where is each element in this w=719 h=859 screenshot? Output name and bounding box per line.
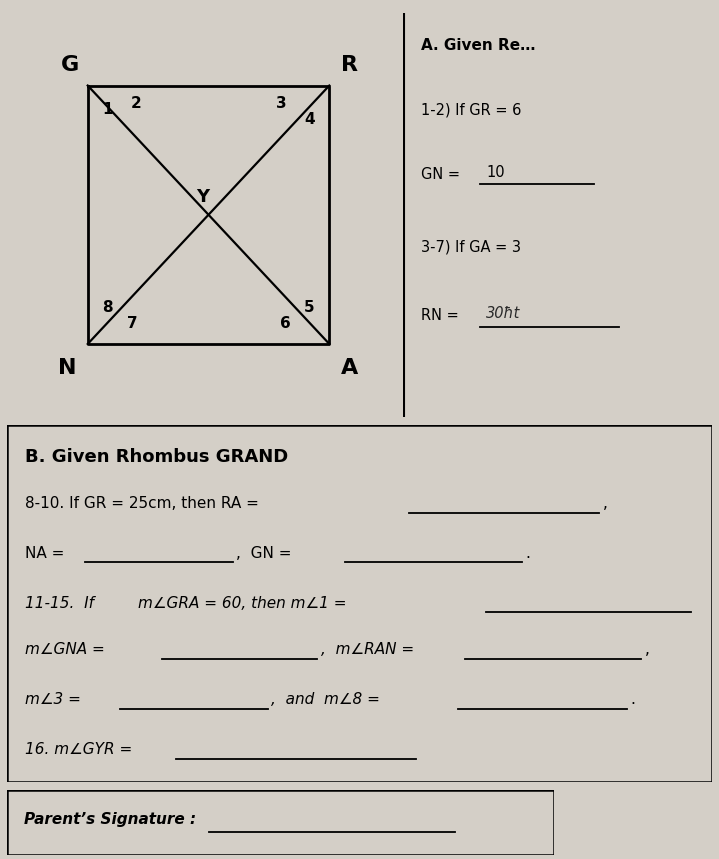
Text: GN =: GN = (421, 167, 464, 182)
Text: 2: 2 (131, 96, 142, 111)
Text: Parent’s Signature :: Parent’s Signature : (24, 812, 196, 826)
Text: RN =: RN = (421, 308, 464, 323)
Text: 10: 10 (486, 165, 505, 180)
Text: G: G (60, 55, 78, 76)
Text: R: R (341, 55, 358, 76)
Text: 30ħt: 30ħt (486, 306, 521, 321)
Text: 1-2) If GR = 6: 1-2) If GR = 6 (421, 102, 521, 118)
Text: Y: Y (196, 187, 209, 205)
Text: 11-15.  If: 11-15. If (24, 596, 99, 611)
Text: ,: , (645, 643, 650, 657)
Text: 3-7) If GA = 3: 3-7) If GA = 3 (421, 240, 521, 254)
Text: 6: 6 (280, 316, 290, 332)
Text: ,  and  m∠8 =: , and m∠8 = (271, 692, 385, 707)
Text: A: A (341, 358, 358, 378)
Text: 8: 8 (103, 300, 113, 315)
Text: 3: 3 (275, 96, 286, 111)
Text: .: . (525, 546, 530, 561)
Text: 1: 1 (103, 102, 113, 118)
Text: A. Given Re…: A. Given Re… (421, 38, 536, 52)
Text: 16. m∠GYR =: 16. m∠GYR = (24, 742, 137, 757)
Text: 5: 5 (304, 300, 314, 315)
Text: m∠GNA =: m∠GNA = (24, 643, 109, 657)
Text: m∠GRA = 60, then m∠1 =: m∠GRA = 60, then m∠1 = (137, 596, 351, 611)
Text: N: N (58, 358, 77, 378)
Text: ,  m∠RAN =: , m∠RAN = (321, 643, 418, 657)
Text: B. Given Rhombus GRAND: B. Given Rhombus GRAND (24, 448, 288, 466)
Text: ,  GN =: , GN = (236, 546, 296, 561)
Text: NA =: NA = (24, 546, 69, 561)
Text: ,: , (603, 497, 608, 511)
Text: 8-10. If GR = 25cm, then RA =: 8-10. If GR = 25cm, then RA = (24, 497, 264, 511)
Text: .: . (631, 692, 636, 707)
Text: m∠3 =: m∠3 = (24, 692, 86, 707)
Text: 4: 4 (304, 113, 314, 127)
Text: 7: 7 (127, 316, 137, 332)
